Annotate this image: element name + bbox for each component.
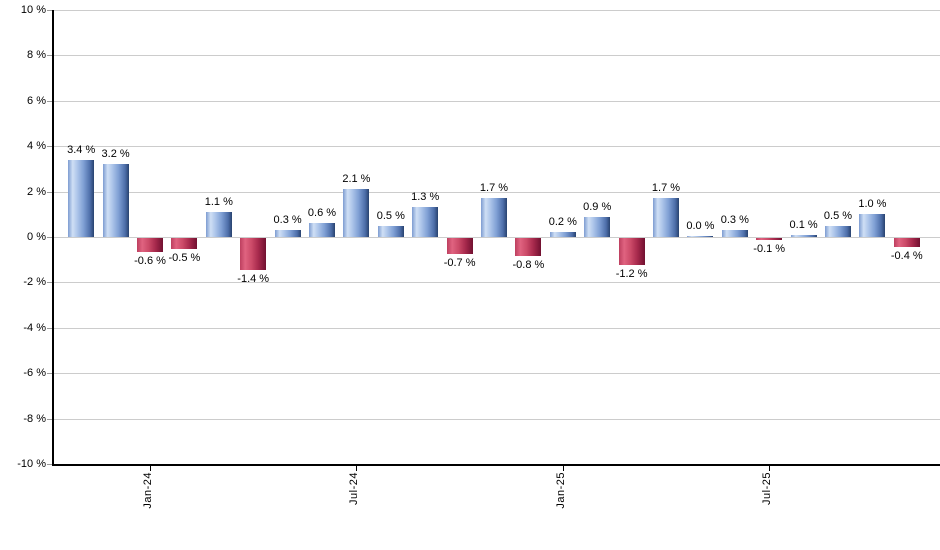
y-axis-tick-label: 0 % xyxy=(27,231,46,243)
bar xyxy=(240,238,267,270)
bar-value-label: -1.4 % xyxy=(237,272,270,285)
bar-value-label: -0.6 % xyxy=(134,254,166,267)
gridline xyxy=(54,327,940,329)
bar xyxy=(549,232,576,237)
bar xyxy=(68,159,95,237)
bar-value-label: 0.9 % xyxy=(583,200,612,213)
bar-value-label: 2.1 % xyxy=(342,173,371,186)
bar xyxy=(687,235,714,237)
y-axis-tick xyxy=(47,418,52,420)
bar xyxy=(515,238,542,257)
gridline xyxy=(54,191,940,193)
y-axis-tick xyxy=(47,55,52,57)
x-axis-tick-label: Jul-25 xyxy=(761,472,774,505)
bar-value-label: 3.4 % xyxy=(67,143,96,156)
gridline xyxy=(54,100,940,102)
y-axis-tick xyxy=(47,282,52,284)
y-axis-line xyxy=(52,10,54,466)
bar-value-label: 1.1 % xyxy=(204,196,233,209)
bar xyxy=(343,189,370,237)
bar xyxy=(756,238,783,241)
bar-value-label: 0.3 % xyxy=(273,214,302,227)
y-axis-tick-label: -4 % xyxy=(23,321,46,334)
y-axis-tick-label: -8 % xyxy=(23,412,46,425)
bar xyxy=(481,198,507,237)
gridline xyxy=(54,373,940,375)
y-axis-tick xyxy=(47,10,52,11)
bar xyxy=(859,214,886,237)
bar xyxy=(102,164,129,237)
bar xyxy=(584,216,611,237)
bar xyxy=(618,238,645,266)
y-axis-tick xyxy=(47,191,52,193)
bar-value-label: 0.3 % xyxy=(720,214,749,227)
bar xyxy=(137,238,163,252)
y-axis-tick-label: -6 % xyxy=(23,367,46,380)
x-axis-tick xyxy=(562,466,564,471)
y-axis-tick-label: 10 % xyxy=(20,4,46,16)
y-axis-tick xyxy=(47,100,52,102)
bar xyxy=(653,198,679,237)
bar xyxy=(825,225,851,237)
bar-value-label: 0.6 % xyxy=(307,207,337,220)
x-axis-line xyxy=(52,464,940,466)
bar xyxy=(412,207,439,237)
x-axis-tick xyxy=(769,466,771,471)
bar-value-label: 0.0 % xyxy=(686,219,715,232)
y-axis-tick-label: 4 % xyxy=(27,140,46,153)
bar-value-label: 1.7 % xyxy=(479,182,509,195)
bar-value-label: 0.1 % xyxy=(789,218,818,231)
x-axis-tick-label: Jul-24 xyxy=(348,472,361,505)
y-axis-tick xyxy=(47,146,52,148)
bar xyxy=(790,234,817,237)
bar-value-label: 1.3 % xyxy=(411,191,440,204)
bar-value-label: 1.0 % xyxy=(858,198,887,211)
x-axis-tick xyxy=(150,466,151,471)
y-axis-tick-label: 2 % xyxy=(27,185,46,198)
gridline xyxy=(54,418,940,420)
bar-value-label: -0.1 % xyxy=(753,243,786,256)
bar xyxy=(377,225,404,237)
bar-value-label: 3.2 % xyxy=(101,148,130,161)
bar xyxy=(309,223,335,237)
bar xyxy=(446,238,473,254)
bar-value-label: 0.5 % xyxy=(823,209,853,222)
bar xyxy=(171,238,198,250)
bar-value-label: -1.2 % xyxy=(615,268,648,281)
bar-value-label: 0.5 % xyxy=(376,209,405,222)
y-axis-tick-label: 8 % xyxy=(27,49,46,62)
x-axis-tick-label: Jan-24 xyxy=(142,472,154,509)
gridline xyxy=(54,146,940,148)
gridline xyxy=(54,237,940,238)
bar-value-label: 0.2 % xyxy=(548,216,577,229)
bar-value-label: -0.8 % xyxy=(512,259,545,272)
gridline xyxy=(54,282,940,284)
x-axis-tick xyxy=(356,466,358,471)
bar-value-label: -0.5 % xyxy=(168,252,201,265)
gridline xyxy=(54,55,940,57)
y-axis-tick xyxy=(47,237,52,238)
bar-value-label: -0.7 % xyxy=(443,256,476,269)
bar xyxy=(893,238,920,248)
x-axis-tick-label: Jan-25 xyxy=(554,472,567,509)
bar-value-label: -0.4 % xyxy=(890,250,923,263)
bar xyxy=(721,230,748,237)
bar xyxy=(274,230,301,237)
y-axis-tick xyxy=(47,464,52,465)
bar-value-label: 1.7 % xyxy=(651,182,681,195)
gridline xyxy=(54,10,940,11)
bar xyxy=(205,212,232,237)
y-axis-tick xyxy=(47,327,52,329)
y-axis-tick xyxy=(47,373,52,375)
y-axis-tick-label: -2 % xyxy=(23,276,46,289)
y-axis-tick-label: 6 % xyxy=(27,94,46,107)
y-axis-tick-label: -10 % xyxy=(17,458,46,470)
